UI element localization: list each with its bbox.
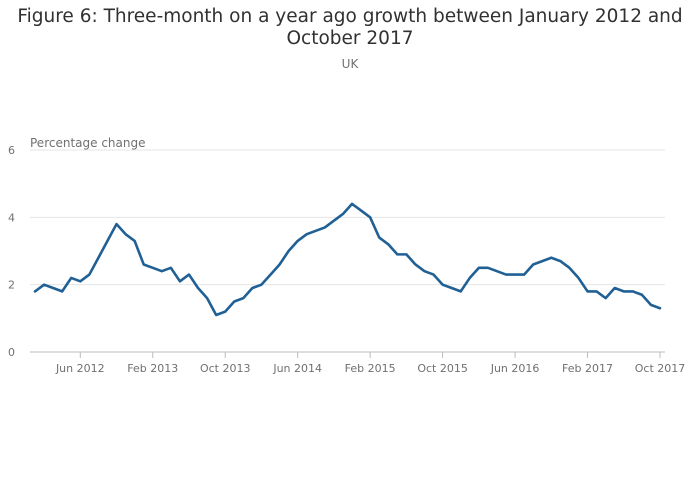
data-point <box>521 272 527 278</box>
data-point <box>467 275 473 281</box>
data-point <box>32 288 38 294</box>
data-point <box>114 221 120 227</box>
data-point <box>249 285 255 291</box>
data-point <box>539 258 545 264</box>
data-point <box>557 258 563 264</box>
data-point <box>594 288 600 294</box>
data-point <box>548 255 554 261</box>
data-point <box>204 295 210 301</box>
y-tick-label: 2 <box>8 279 15 292</box>
data-point <box>95 255 101 261</box>
x-axis: Jun 2012 Feb 2013 Oct 2013 Jun 2014 Feb 2015… <box>55 352 685 375</box>
data-point <box>286 248 292 254</box>
data-point <box>476 265 482 271</box>
data-point <box>41 282 47 288</box>
series-group <box>32 201 663 318</box>
x-tick-label: Feb 2017 <box>562 362 613 375</box>
data-point <box>213 312 219 318</box>
data-point <box>440 282 446 288</box>
data-point <box>621 288 627 294</box>
data-point <box>367 214 373 220</box>
data-point <box>150 265 156 271</box>
x-tick-label: Feb 2015 <box>345 362 396 375</box>
chart-subtitle: UK <box>341 57 359 71</box>
data-point <box>104 238 110 244</box>
data-point <box>322 224 328 230</box>
data-point <box>331 218 337 224</box>
data-point <box>340 211 346 217</box>
data-point <box>403 251 409 257</box>
data-point <box>295 238 301 244</box>
data-point <box>86 272 92 278</box>
data-point <box>530 261 536 267</box>
data-point <box>394 251 400 257</box>
x-tick-label: Jun 2016 <box>490 362 540 375</box>
data-point <box>421 268 427 274</box>
y-tick-label: 6 <box>8 144 15 157</box>
chart-title: Figure 6: Three-month on a year ago grow… <box>17 6 683 49</box>
data-point <box>195 285 201 291</box>
x-tick-label: Oct 2013 <box>200 362 251 375</box>
data-point <box>376 235 382 241</box>
data-point <box>431 272 437 278</box>
gridlines <box>30 149 665 353</box>
x-tick-label: Jun 2014 <box>272 362 322 375</box>
data-point <box>186 272 192 278</box>
x-tick-label: Oct 2015 <box>417 362 468 375</box>
data-point <box>412 261 418 267</box>
x-tick-label: Jun 2012 <box>55 362 105 375</box>
data-point <box>304 231 310 237</box>
x-tick-label: Feb 2013 <box>127 362 178 375</box>
y-tick-label: 4 <box>8 211 15 224</box>
data-point <box>68 275 74 281</box>
data-point <box>240 295 246 301</box>
data-point <box>168 265 174 271</box>
x-tick-label: Oct 2017 <box>635 362 686 375</box>
data-point <box>50 285 56 291</box>
y-axis-label: Percentage change <box>30 136 145 150</box>
data-point <box>612 285 618 291</box>
data-point <box>59 288 65 294</box>
data-point <box>512 272 518 278</box>
data-point <box>603 295 609 301</box>
data-point <box>503 272 509 278</box>
data-point <box>123 231 129 237</box>
data-point <box>358 208 364 214</box>
data-point <box>277 261 283 267</box>
y-tick-label: 0 <box>8 346 15 359</box>
data-point <box>313 228 319 234</box>
data-point <box>575 275 581 281</box>
data-point <box>585 288 591 294</box>
data-point <box>485 265 491 271</box>
data-point <box>258 282 264 288</box>
data-point <box>657 305 663 311</box>
data-point <box>159 268 165 274</box>
data-point <box>630 288 636 294</box>
data-point <box>494 268 500 274</box>
data-point <box>132 238 138 244</box>
data-point <box>177 278 183 284</box>
y-axis-ticks: 0 2 4 6 <box>8 144 15 359</box>
data-point <box>231 299 237 305</box>
data-point <box>268 272 274 278</box>
data-point <box>385 241 391 247</box>
data-point <box>449 285 455 291</box>
data-point <box>77 278 83 284</box>
series-line <box>33 202 662 317</box>
data-point <box>349 201 355 207</box>
data-point <box>648 302 654 308</box>
data-point <box>222 309 228 315</box>
data-point <box>458 288 464 294</box>
data-point <box>566 265 572 271</box>
data-point <box>141 261 147 267</box>
data-point <box>639 292 645 298</box>
